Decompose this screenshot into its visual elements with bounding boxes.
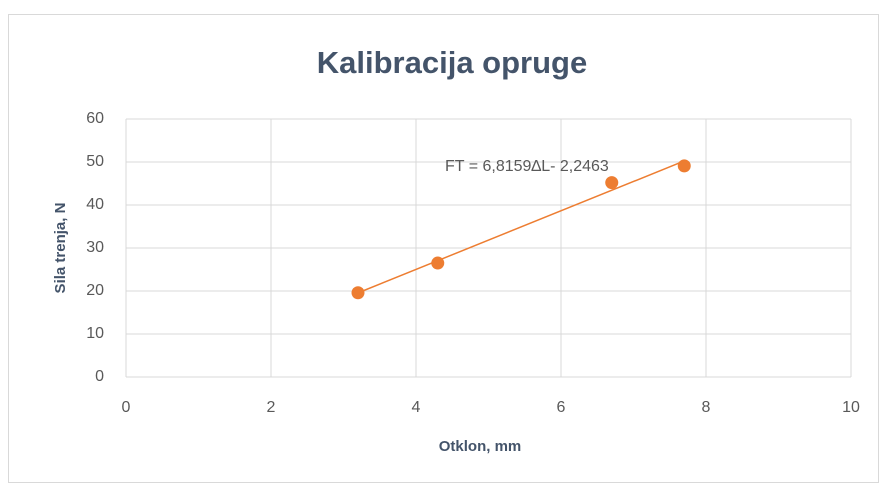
x-tick-label: 10 [842,399,860,416]
point [351,286,365,300]
y-tick-label: 10 [86,325,104,342]
x-axis-title: Otklon, mm [439,438,522,455]
point [677,159,691,173]
y-tick-label: 60 [86,110,104,127]
chart-title: Kalibracija opruge [317,45,587,80]
y-tick-label: 50 [86,153,104,170]
y-tick-label: 30 [86,239,104,256]
point [431,256,445,270]
y-tick-label: 0 [95,368,104,385]
trendline-label: FT = 6,8159∆L- 2,2463 [445,158,609,175]
x-tick-label: 6 [557,399,566,416]
point [605,176,619,190]
y-tick-label: 40 [86,196,104,213]
x-tick-label: 2 [267,399,276,416]
x-tick-label: 4 [412,399,421,416]
trendline [357,160,685,294]
x-tick-label: 8 [702,399,711,416]
x-tick-label: 0 [122,399,131,416]
y-tick-label: 20 [86,282,104,299]
y-axis-title: Sila trenja, N [52,203,69,294]
